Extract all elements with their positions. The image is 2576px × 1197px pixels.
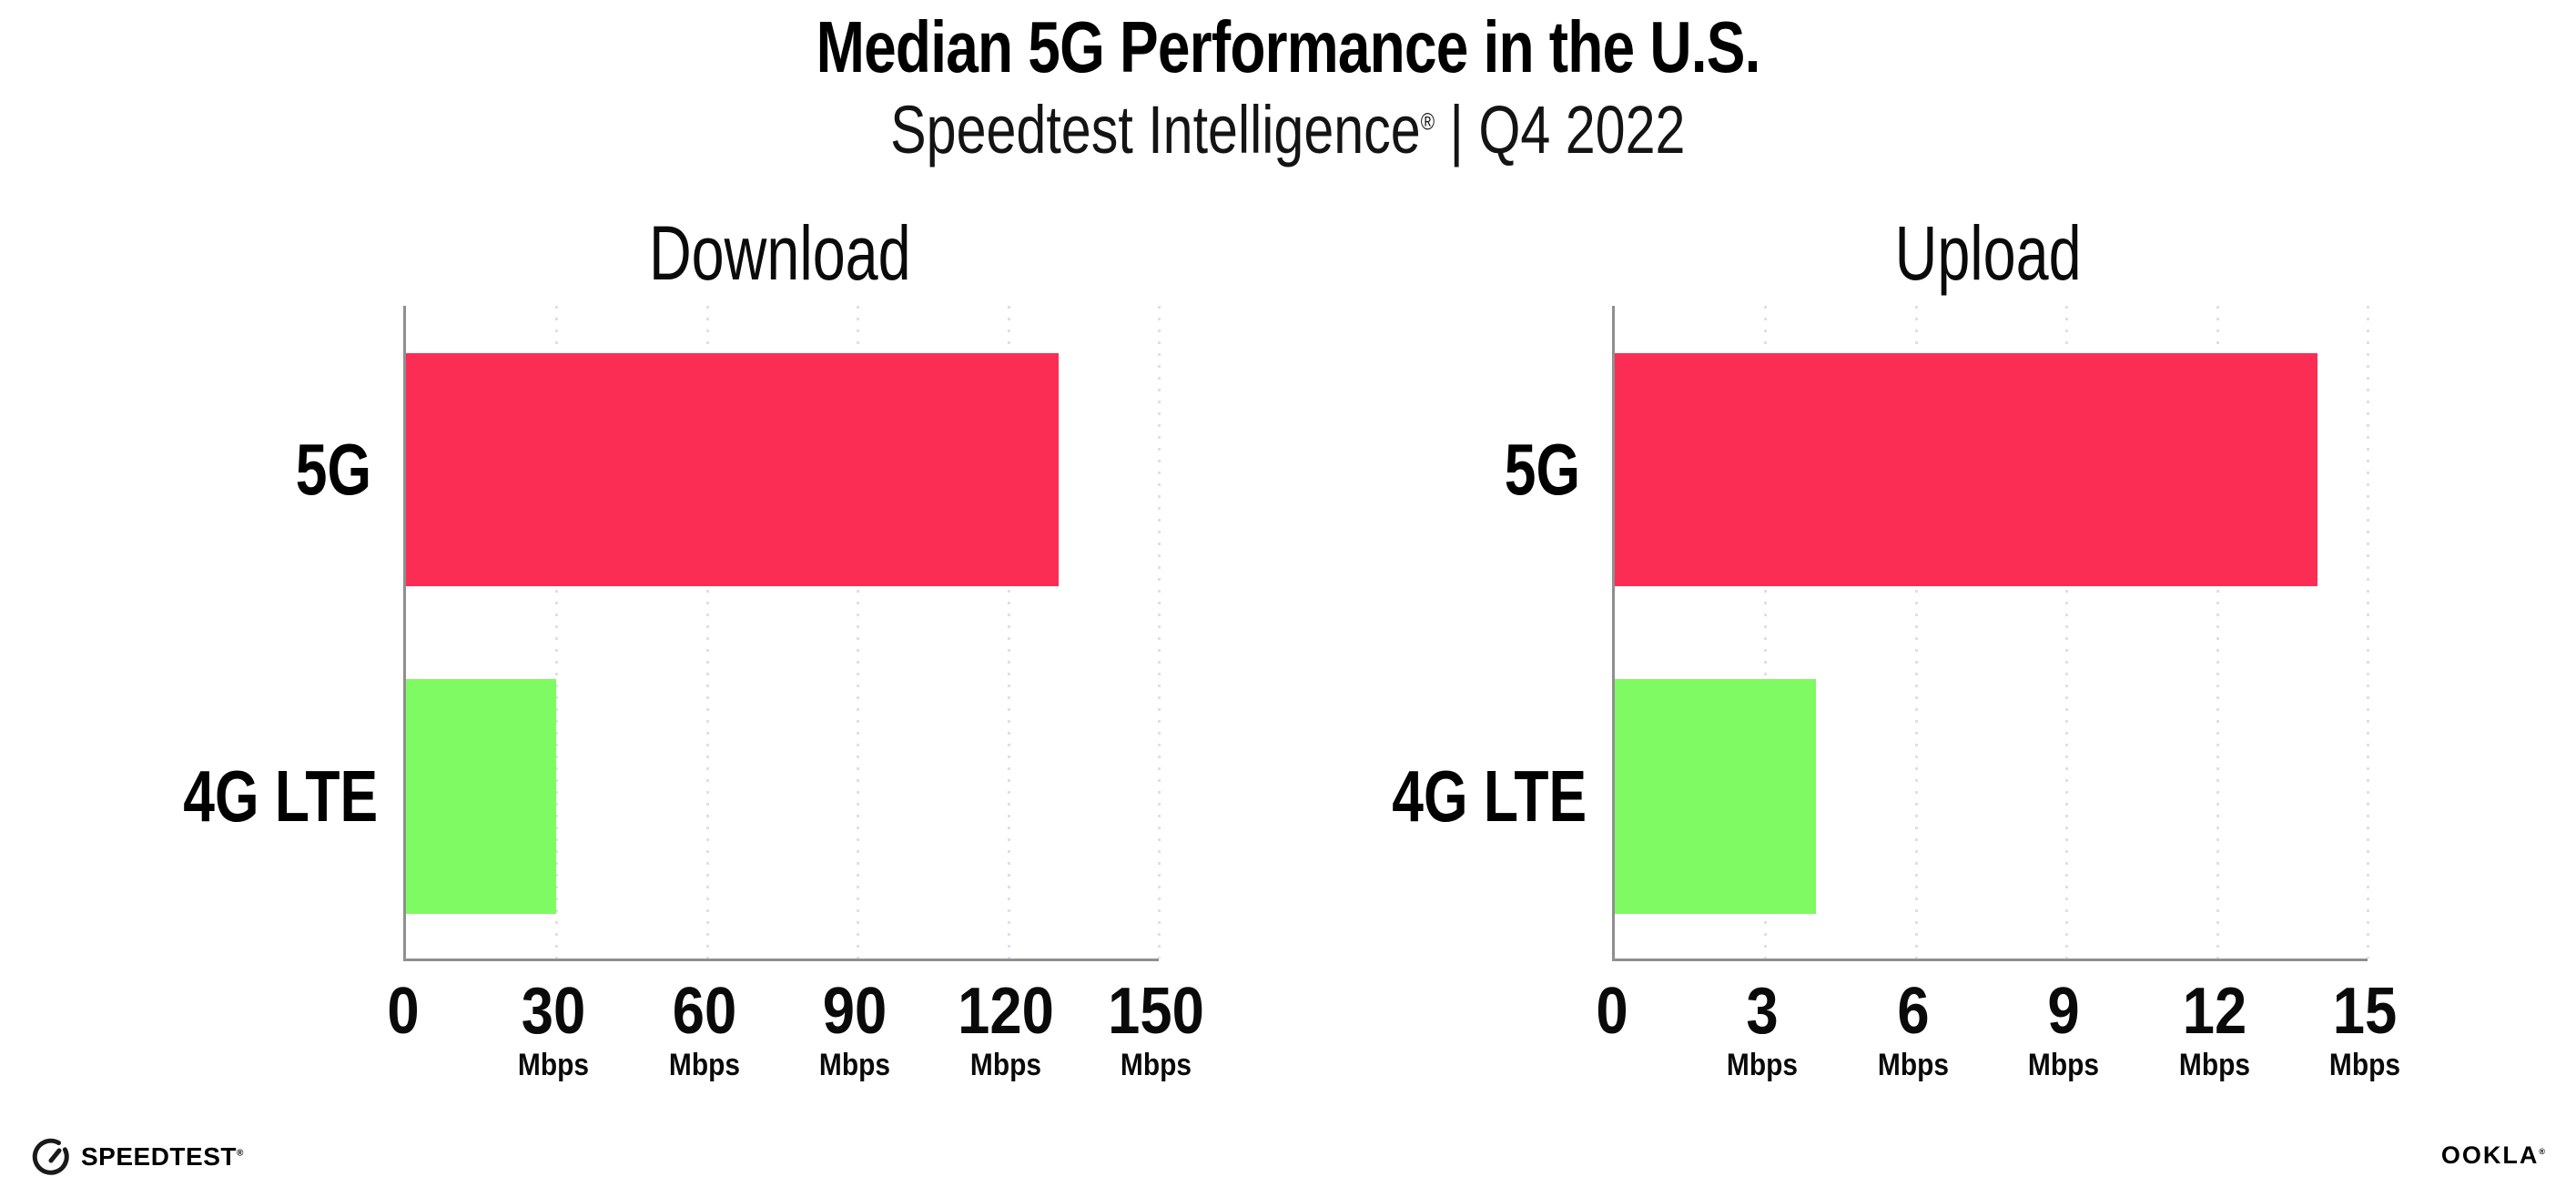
registered-mark: ® xyxy=(2539,1147,2547,1156)
row-label-4g-lte: 4G LTE xyxy=(183,756,379,837)
page-subtitle-text: Speedtest Intelligence® | Q4 2022 xyxy=(890,96,1685,164)
gridline xyxy=(2367,306,2369,959)
plot-area-upload xyxy=(1612,306,2369,961)
gridline xyxy=(1007,306,1010,959)
x-axis-ticks-upload: 0 3 Mbps 6 Mbps 9 Mbps 12 Mbps 15 Mbps xyxy=(1596,975,2400,1097)
gridline xyxy=(857,306,860,959)
gridline xyxy=(2216,306,2219,959)
bar-4g-lte-download xyxy=(406,679,557,915)
gridline xyxy=(2065,306,2069,959)
chart-download-title: Download xyxy=(648,210,911,296)
registered-mark: ® xyxy=(236,1148,244,1159)
axis-tick: 12 Mbps xyxy=(2178,975,2250,1082)
axis-tick: 3 Mbps xyxy=(1727,975,1799,1082)
gridline xyxy=(555,306,559,959)
row-label-5g: 5G xyxy=(1504,429,1580,510)
axis-tick: 6 Mbps xyxy=(1877,975,1949,1082)
bar-5g-download xyxy=(406,352,1059,586)
axis-tick: 60 Mbps xyxy=(668,975,740,1082)
page-title: Median 5G Performance in the U.S. xyxy=(0,0,2576,84)
page-subtitle: Speedtest Intelligence® | Q4 2022 xyxy=(0,84,2576,164)
axis-tick: 0 xyxy=(1596,975,1628,1048)
speedtest-logo: SPEEDTEST® xyxy=(32,1138,244,1176)
page-title-text: Median 5G Performance in the U.S. xyxy=(816,6,1761,87)
registered-mark: ® xyxy=(1420,107,1435,136)
x-axis-ticks-download: 0 30 Mbps 60 Mbps 90 Mbps 120 Mbps 150 Mbps xyxy=(387,975,1203,1097)
gridline xyxy=(705,306,709,959)
axis-tick: 0 xyxy=(387,975,420,1048)
speedtest-gauge-icon xyxy=(32,1138,70,1176)
axis-tick: 150 Mbps xyxy=(1108,975,1204,1082)
axis-tick: 15 Mbps xyxy=(2328,975,2401,1082)
chart-upload: Upload 5G 4G LTE 0 3 Mbps 6 Mbps 9 Mbps 12 M… xyxy=(1339,202,2400,1097)
bar-4g-lte-upload xyxy=(1615,679,1816,915)
bar-5g-upload xyxy=(1615,352,2317,586)
plot-area-download xyxy=(403,306,1161,961)
axis-tick: 30 Mbps xyxy=(518,975,590,1082)
gridline xyxy=(1764,306,1768,959)
speedtest-wordmark: SPEEDTEST® xyxy=(81,1142,244,1171)
chart-download: Download 5G 4G LTE 0 30 Mbps 60 Mbps 90 Mbp… xyxy=(130,202,1204,1097)
row-label-4g-lte: 4G LTE xyxy=(1392,756,1587,837)
subtitle-period: | Q4 2022 xyxy=(1435,92,1686,167)
axis-tick: 90 Mbps xyxy=(819,975,891,1082)
axis-tick: 9 Mbps xyxy=(2028,975,2100,1082)
gridline xyxy=(1914,306,1918,959)
subtitle-brand: Speedtest Intelligence xyxy=(890,92,1421,167)
header: Median 5G Performance in the U.S. Speedt… xyxy=(0,0,2576,164)
ookla-logo: OOKLA® xyxy=(2440,1141,2547,1169)
row-label-5g: 5G xyxy=(295,429,371,510)
axis-tick: 120 Mbps xyxy=(957,975,1054,1082)
gridline xyxy=(1158,306,1161,959)
chart-upload-title: Upload xyxy=(1895,210,2082,296)
